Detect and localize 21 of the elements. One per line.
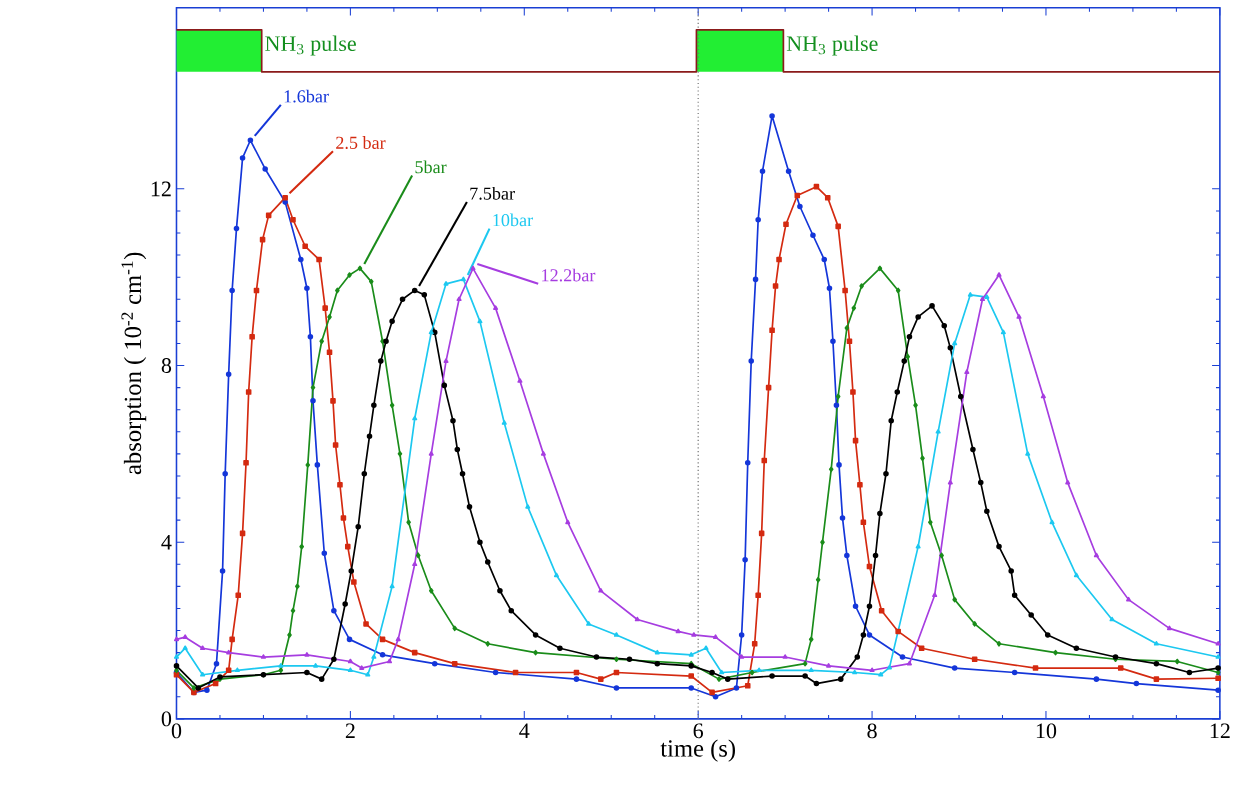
- y-tick-label: 0: [161, 711, 172, 727]
- text: 12.2bar: [542, 268, 596, 282]
- text: 7.5bar: [470, 186, 515, 200]
- band-label: NH$_{3}$ pulse: [265, 35, 356, 56]
- text: 5bar: [415, 160, 447, 174]
- x-axis-title: time (s): [660, 739, 736, 762]
- text: 10bar: [493, 213, 533, 227]
- y-tick-label: 8: [161, 357, 172, 373]
- text: 1.6bar: [284, 89, 329, 103]
- x-tick-label: 6: [693, 723, 704, 739]
- x-tick-label: 4: [519, 723, 530, 738]
- y-tick-label: 12: [151, 181, 171, 196]
- y-axis-title: absorption ( 10$^{-2}$ cm$^{-1}$): [121, 252, 147, 474]
- x-tick-label: 10: [1036, 723, 1057, 739]
- x-tick-label: 0: [171, 723, 182, 739]
- band-label: NH$_{3}$ pulse: [786, 35, 878, 56]
- x-tick-label: 12: [1210, 723, 1230, 738]
- text: 2.5 bar: [336, 135, 386, 149]
- y-tick-label: 4: [161, 534, 172, 550]
- x-tick-label: 2: [345, 723, 355, 738]
- x-tick-label: 8: [867, 723, 877, 739]
